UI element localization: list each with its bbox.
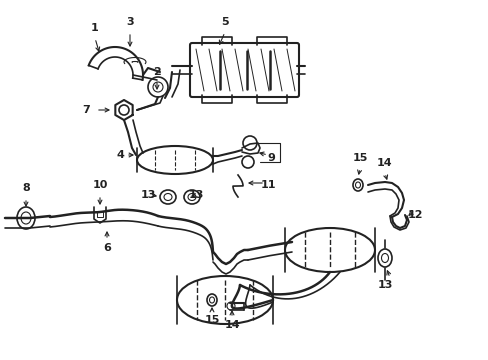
Text: 13: 13 [377,280,392,290]
Text: 2: 2 [153,67,161,77]
Text: 5: 5 [221,17,228,27]
Text: 11: 11 [260,180,275,190]
Text: 14: 14 [224,320,239,330]
Text: 1: 1 [91,23,99,33]
Text: 9: 9 [266,153,274,163]
Text: 15: 15 [351,153,367,163]
Text: 14: 14 [376,158,392,168]
Text: 10: 10 [92,180,107,190]
Text: 13: 13 [140,190,155,200]
Text: 7: 7 [82,105,90,115]
Text: 4: 4 [116,150,123,160]
Text: 12: 12 [407,210,422,220]
Text: 8: 8 [22,183,30,193]
Text: 3: 3 [126,17,134,27]
Text: 15: 15 [204,315,219,325]
Text: 6: 6 [103,243,111,253]
Text: 13: 13 [188,190,203,200]
